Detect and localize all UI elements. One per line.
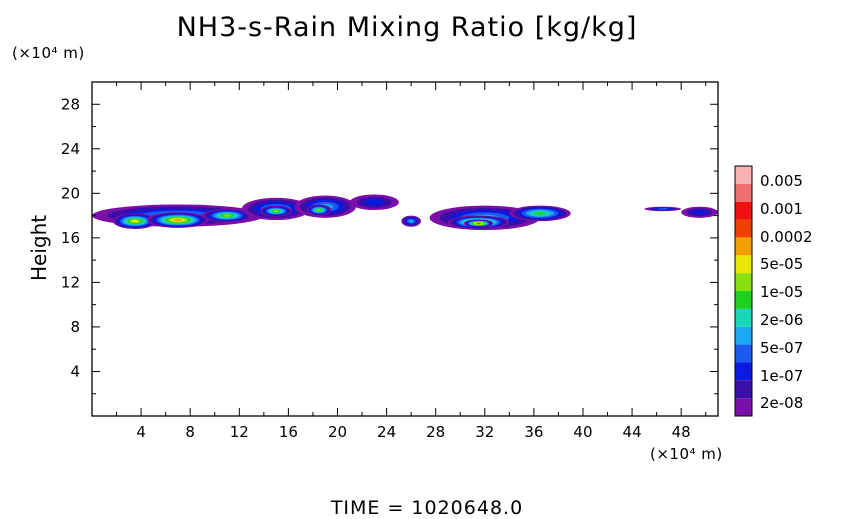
y-tick-label: 28 [61, 95, 80, 113]
y-tick-label: 20 [61, 184, 80, 202]
colorbar-label: 5e-05 [760, 255, 804, 274]
colorbar-swatch [735, 219, 752, 238]
colorbar-swatch [735, 237, 752, 256]
colorbar-swatch [735, 398, 752, 416]
colorbar-label: 1e-07 [760, 366, 804, 385]
field-blob-14-level-3 [656, 208, 669, 210]
y-tick-label: 16 [61, 229, 80, 247]
field-blob-12-level-10 [476, 222, 481, 225]
x-tick-label: 16 [279, 423, 298, 441]
colorbar-label: 1e-05 [760, 283, 804, 302]
colorbar-swatch [735, 380, 752, 399]
x-tick-label: 20 [328, 423, 347, 441]
colorbar-swatch [735, 255, 752, 274]
colorbar-frame [734, 165, 753, 417]
field-blob-9-level-4 [408, 219, 414, 223]
colorbar-swatch [735, 201, 752, 220]
y-tick-label: 4 [70, 362, 80, 380]
colorbar-label: 0.001 [760, 199, 803, 218]
colorbar-swatch [735, 166, 752, 184]
colorbar-swatch [735, 344, 752, 363]
field-blob-5-level-7 [273, 210, 279, 213]
colorbar-swatch [735, 291, 752, 309]
x-tick-label: 12 [230, 423, 249, 441]
x-tick-label: 4 [136, 423, 146, 441]
x-tick-label: 48 [672, 423, 691, 441]
field-blob-15-level-2 [692, 209, 708, 215]
colorbar-swatch [735, 362, 752, 381]
field-blob-2-level-9 [173, 219, 183, 222]
x-tick-label: 8 [185, 423, 195, 441]
field-blob-7-level-7 [317, 209, 322, 211]
colorbar-label: 2e-06 [760, 311, 804, 329]
colorbar-label: 5e-07 [760, 338, 804, 357]
colorbar-label: 0.005 [760, 172, 803, 190]
field-blob-3-level-7 [222, 214, 232, 217]
colorbar-swatch [735, 326, 752, 345]
x-tick-label: 28 [426, 423, 445, 441]
plot-fields [92, 194, 719, 231]
y-tick-label: 24 [61, 140, 80, 158]
chart-title: NH3-s-Rain Mixing Ratio [kg/kg] [176, 12, 638, 43]
x-tick-label: 40 [573, 423, 592, 441]
plot-frame [91, 81, 719, 417]
field-blob-8-level-2 [364, 199, 385, 206]
y-tick-label: 12 [61, 273, 80, 291]
x-tick-label: 36 [524, 423, 543, 441]
field-blob-1-level-8 [131, 220, 139, 223]
colorbar-label: 2e-08 [760, 394, 804, 413]
y-tick-label: 8 [70, 318, 80, 336]
colorbar-swatch [735, 183, 752, 202]
colorbar [734, 165, 753, 417]
x-tick-label: 44 [623, 423, 642, 441]
x-tick-label: 32 [475, 423, 494, 441]
colorbar-swatch [735, 273, 752, 291]
x-tick-label: 24 [377, 423, 396, 441]
field-blob-13-level-6 [534, 211, 546, 215]
y-axis-unit: (×10⁴ m) [12, 44, 85, 62]
x-axis-unit: (×10⁴ m) [650, 445, 723, 463]
colorbar-swatch [735, 308, 752, 327]
colorbar-label: 0.0002 [760, 227, 813, 246]
time-footer: TIME = 1020648.0 [330, 497, 524, 519]
